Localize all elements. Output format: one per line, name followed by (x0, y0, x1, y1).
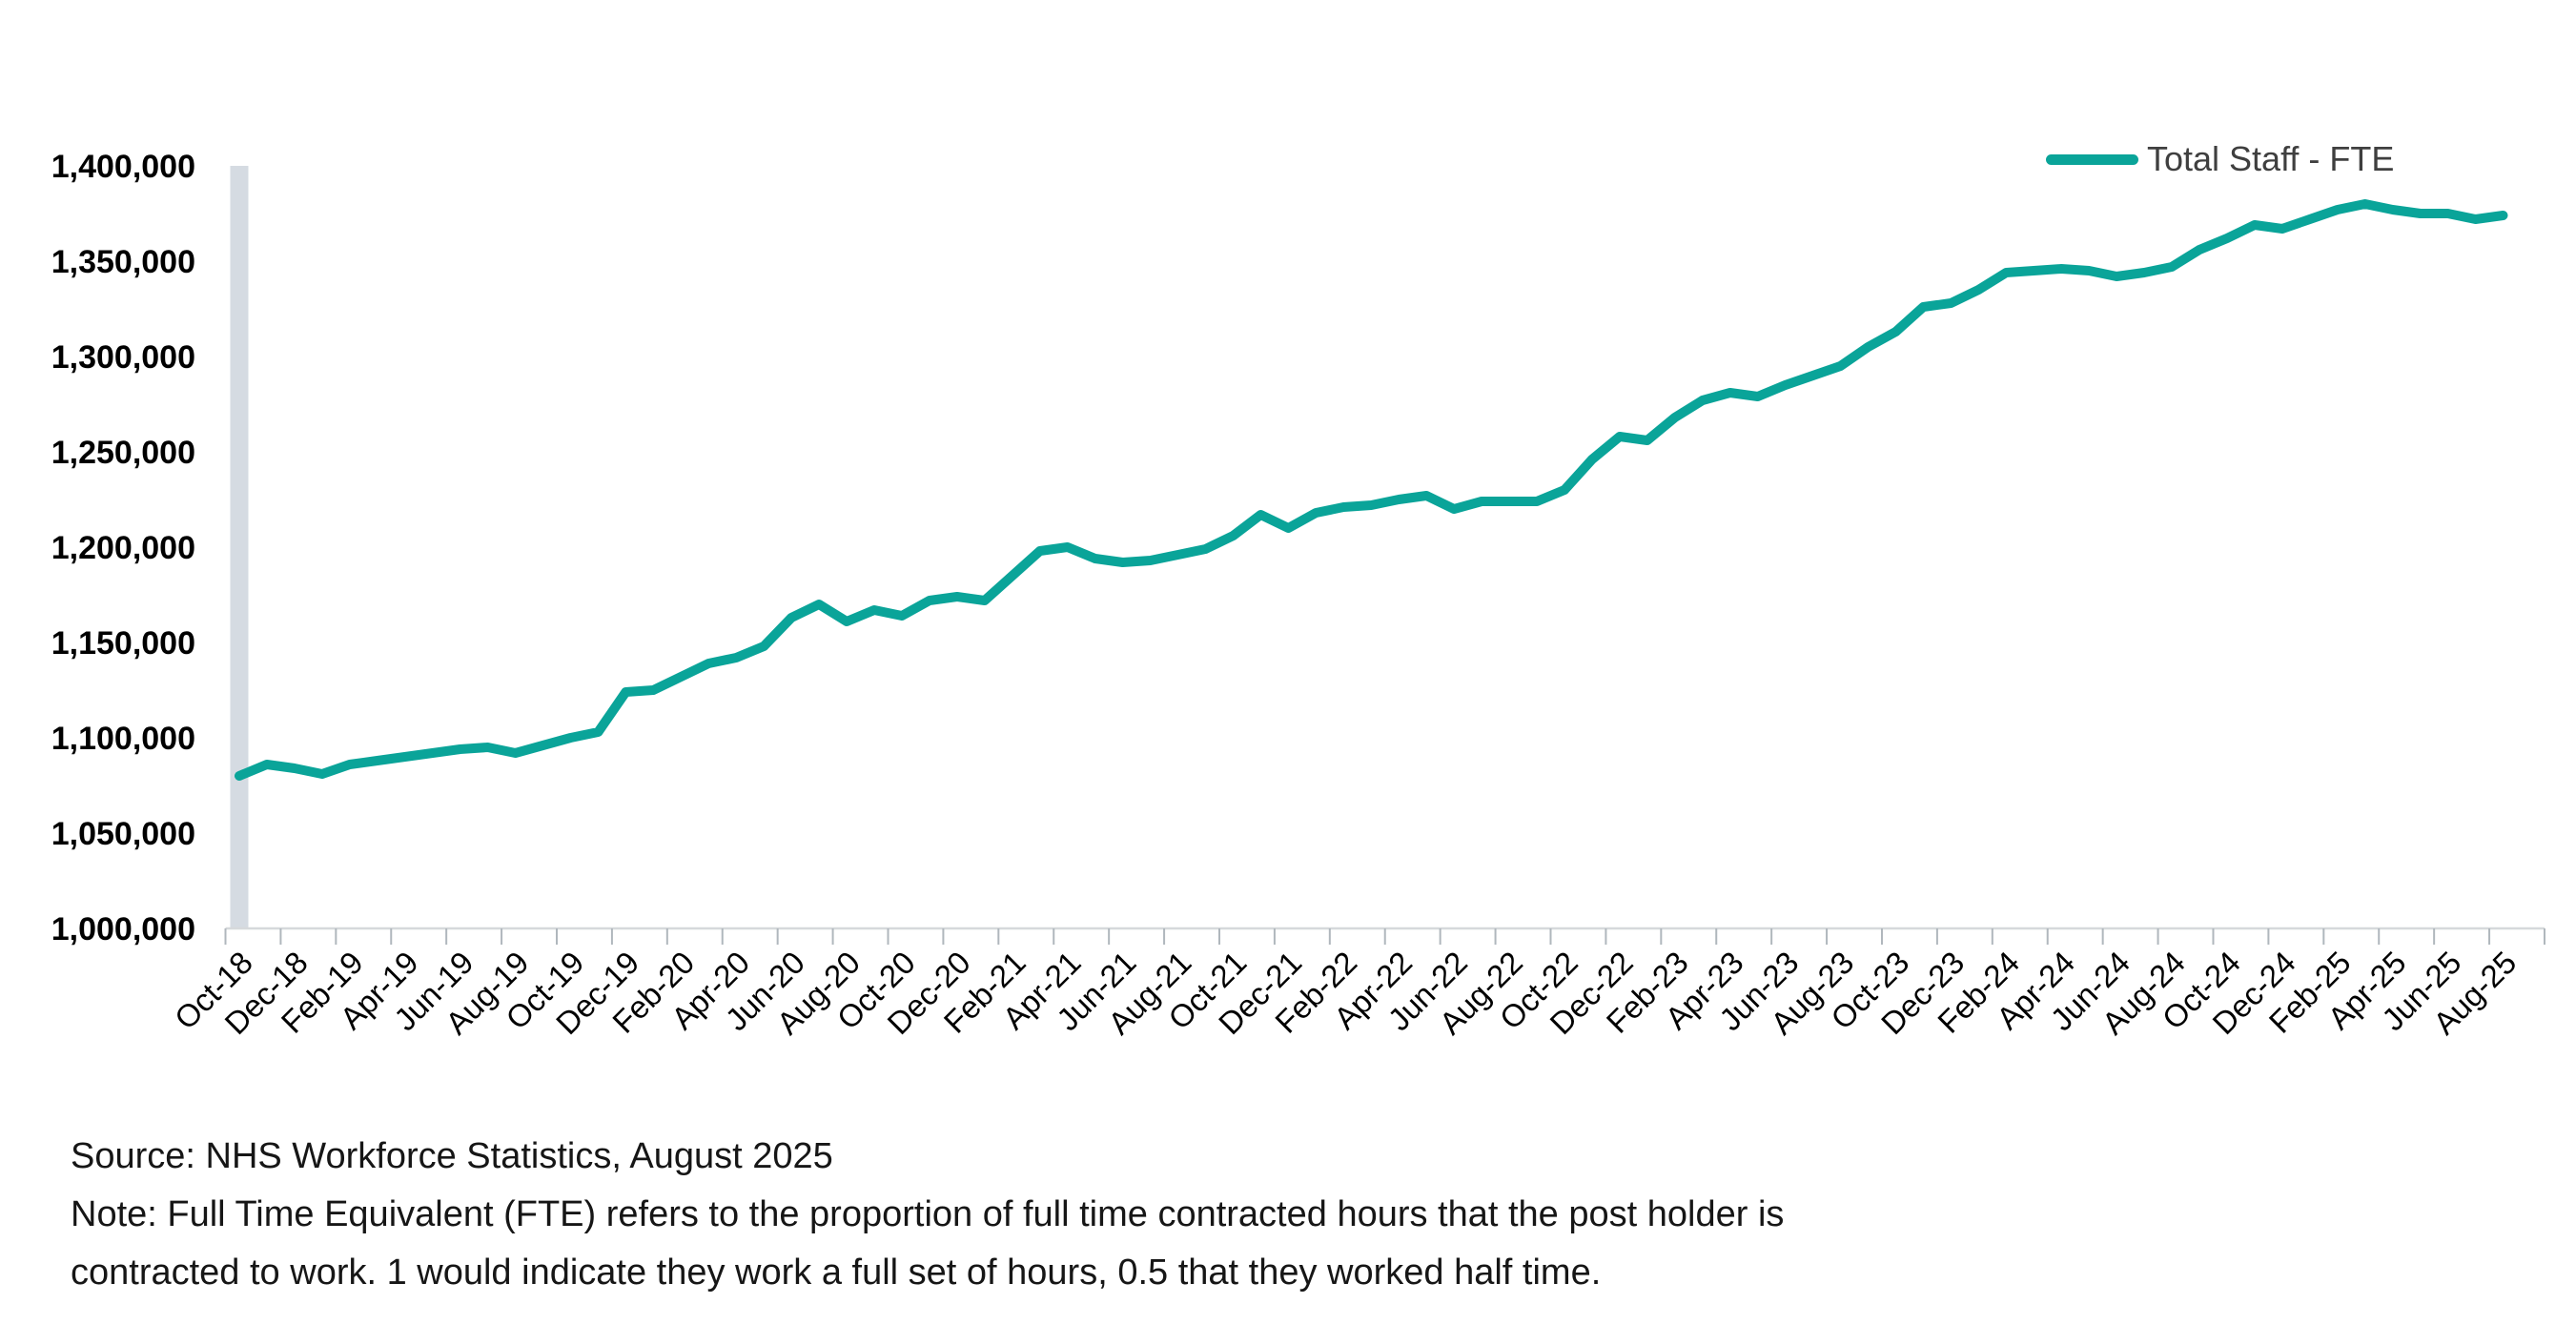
y-axis-label: 1,100,000 (51, 721, 195, 757)
note-text-line2: contracted to work. 1 would indicate the… (71, 1253, 1602, 1293)
y-axis-label: 1,350,000 (51, 244, 195, 280)
source-text: Source: NHS Workforce Statistics, August… (71, 1136, 833, 1176)
total-staff-fte-line (235, 199, 2508, 781)
legend-line-swatch (2046, 153, 2138, 165)
y-axis-label: 1,400,000 (51, 149, 195, 185)
note-text-line1: Note: Full Time Equivalent (FTE) refers … (71, 1194, 1785, 1234)
y-axis-label: 1,200,000 (51, 530, 195, 566)
legend: Total Staff - FTE (2046, 139, 2394, 179)
y-axis-label: 1,150,000 (51, 625, 195, 662)
legend-label: Total Staff - FTE (2147, 139, 2395, 178)
y-axis-label: 1,300,000 (51, 339, 195, 376)
first-period-highlight-band (230, 166, 249, 928)
y-axis-label: 1,000,000 (51, 911, 195, 947)
y-axis-label: 1,250,000 (51, 435, 195, 471)
y-axis-label: 1,050,000 (51, 816, 195, 852)
